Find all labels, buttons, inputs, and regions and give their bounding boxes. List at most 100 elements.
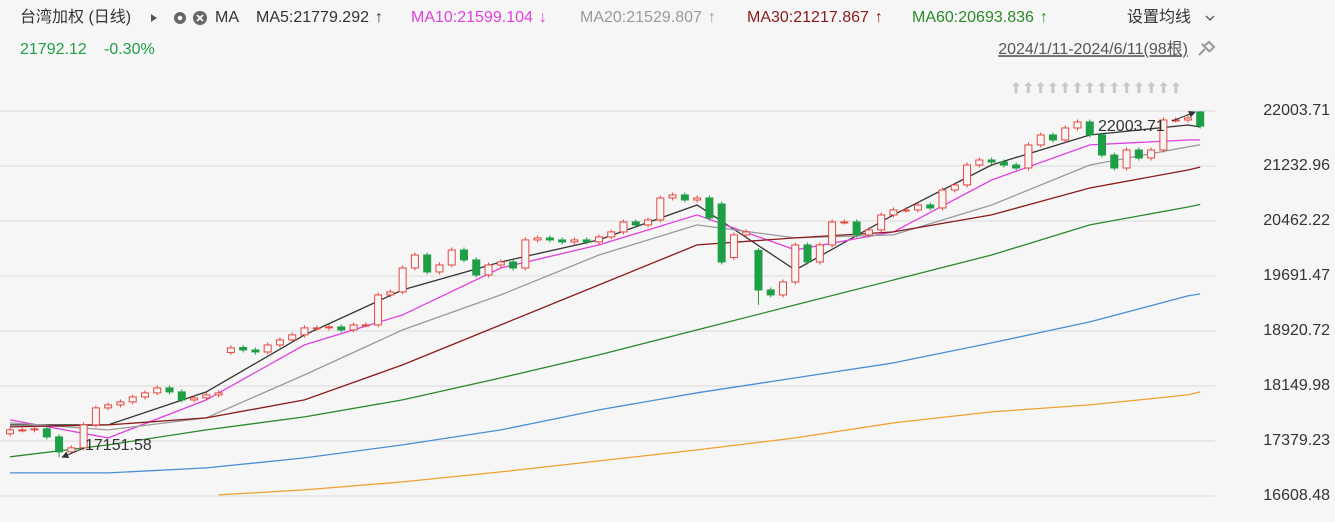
pin-icon[interactable]: [1198, 40, 1216, 56]
settings-icon[interactable]: [174, 12, 186, 24]
candle-body: [889, 209, 898, 216]
candle-body: [877, 214, 886, 231]
y-tick-label: 20462.22: [1263, 212, 1330, 229]
legend-trend: ↑: [375, 9, 383, 26]
candle-body: [1048, 134, 1057, 141]
legend-name: MA20: [580, 9, 622, 26]
candle-body: [668, 194, 677, 199]
candle-body: [165, 387, 174, 393]
marker-arrow: [1048, 82, 1057, 93]
legend-entry[interactable]: MA30:21217.867 ↑: [747, 9, 883, 26]
candle-body: [852, 221, 861, 236]
expand-icon[interactable]: [151, 14, 157, 22]
legend-entry[interactable]: MA60:20693.836 ↑: [912, 9, 1048, 26]
candle-body: [128, 396, 137, 403]
ma-line: [9, 139, 1201, 439]
high-pointer: [1171, 111, 1196, 122]
candle-body: [42, 428, 51, 438]
candle-body: [288, 334, 297, 341]
chart-title[interactable]: 台湾加权 (日线): [20, 8, 131, 26]
candle-body: [1159, 119, 1168, 151]
candle-body: [779, 281, 788, 296]
settings-button[interactable]: 设置均线: [1127, 8, 1191, 26]
candle-body: [987, 159, 996, 163]
y-tick-label: 22003.71: [1263, 102, 1330, 119]
candle-body: [680, 194, 689, 201]
high-label: 22003.71: [1098, 118, 1165, 135]
candle-body: [1036, 134, 1045, 146]
candle-body: [938, 189, 947, 209]
candle-body: [300, 327, 309, 336]
legend-trend: ↑: [1040, 9, 1048, 26]
date-range[interactable]: 2024/1/11-2024/6/11(98根): [998, 40, 1188, 58]
candle-body: [926, 204, 935, 209]
candle-body: [459, 249, 468, 261]
candle-body: [374, 294, 383, 326]
candle-body: [423, 254, 432, 273]
candle-body: [594, 236, 603, 243]
candle-body: [1147, 149, 1156, 159]
y-tick-label: 21232.96: [1263, 157, 1330, 174]
y-tick-label: 17379.23: [1263, 432, 1330, 449]
legend-name: MA60: [912, 9, 954, 26]
candle-body: [975, 159, 984, 166]
marker-arrow: [1012, 82, 1020, 93]
legend-separator: :: [289, 9, 293, 26]
close-icon[interactable]: [193, 11, 207, 25]
candle-body: [386, 291, 395, 296]
legend-name: MA30: [747, 9, 789, 26]
candle-body: [607, 231, 616, 238]
candle-body: [1196, 111, 1205, 127]
candle-body: [1085, 121, 1094, 136]
candle-body: [435, 264, 444, 273]
candle-body: [1134, 149, 1143, 159]
y-tick-label: 19691.47: [1263, 267, 1330, 284]
dropdown-icon[interactable]: [1205, 15, 1215, 21]
candle-body: [410, 254, 419, 269]
legend-separator: :: [453, 9, 457, 26]
candle-body: [828, 221, 837, 246]
candle-body: [190, 397, 199, 401]
ma-label: MA: [215, 9, 239, 26]
candle-body: [30, 428, 39, 431]
low-label: 17151.58: [85, 437, 152, 454]
candle-body: [729, 234, 738, 259]
candle-body: [656, 197, 665, 221]
candle-body: [533, 237, 542, 241]
legend-name: MA10: [411, 9, 453, 26]
candle-body: [1012, 164, 1021, 169]
marker-arrow: [1024, 82, 1033, 93]
candle-body: [1110, 154, 1119, 169]
candle-body: [18, 429, 27, 432]
candle-body: [521, 239, 530, 269]
candle-body: [116, 401, 125, 406]
ma-line: [9, 166, 1201, 428]
legend-entry[interactable]: MA5:21779.292 ↑: [256, 9, 383, 26]
candle-body: [263, 344, 272, 353]
legend-trend: ↑: [875, 9, 883, 26]
candle-body: [545, 237, 554, 241]
candle-body: [312, 327, 321, 330]
candle-body: [803, 244, 812, 263]
marker-arrow: [1061, 82, 1070, 93]
candle-body: [619, 221, 628, 233]
candle-body: [558, 239, 567, 243]
candle-body: [963, 164, 972, 186]
legend-separator: :: [954, 9, 958, 26]
candle-body: [717, 203, 726, 263]
low-pointer: [61, 447, 85, 459]
legend-entry[interactable]: MA10:21599.104 ↓: [411, 9, 547, 26]
legend-value: 20693.836: [958, 9, 1034, 26]
last-price: 21792.12: [20, 41, 87, 58]
candle-body: [337, 326, 346, 331]
legend-entry[interactable]: MA20:21529.807 ↑: [580, 9, 716, 26]
legend-separator: :: [789, 9, 793, 26]
candle-body: [472, 259, 481, 276]
candle-body: [913, 204, 922, 211]
candle-body: [349, 324, 358, 331]
candle-body: [226, 347, 235, 353]
marker-arrow: [1085, 82, 1094, 93]
change: -0.30%: [104, 41, 155, 58]
candle-body: [177, 391, 186, 401]
